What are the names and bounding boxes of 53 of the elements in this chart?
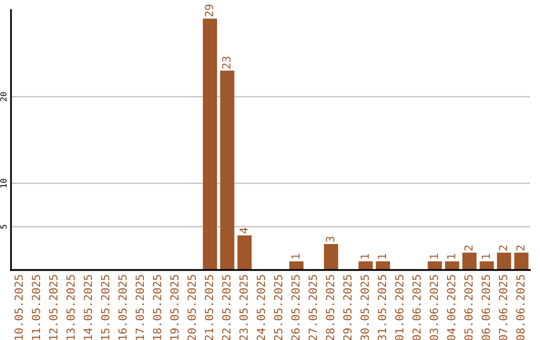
x-tick-label: 16.05.2025: [118, 275, 127, 340]
x-tick-label: 23.05.2025: [239, 275, 248, 340]
x-tick-label: 26.05.2025: [291, 275, 300, 340]
x-tick-label: 04.06.2025: [447, 275, 456, 340]
bar: [514, 252, 528, 270]
x-tick-label: 08.06.2025: [516, 275, 525, 340]
data-label: 1: [482, 254, 490, 259]
x-tick-label: 07.06.2025: [498, 275, 508, 340]
x-tick-label: 25.05.2025: [274, 275, 282, 340]
data-label: 29: [204, 4, 214, 16]
bar: [462, 252, 477, 270]
x-tick-label: 13.05.2025: [66, 275, 75, 340]
x-tick-label: 12.05.2025: [49, 275, 58, 340]
data-label: 1: [447, 254, 456, 259]
x-tick-label: 18.05.2025: [152, 275, 162, 340]
data-label: 23: [222, 56, 231, 68]
bar: [324, 244, 338, 270]
x-tick-label: 14.05.2025: [84, 275, 92, 340]
y-tick-label: 5: [0, 224, 7, 229]
x-tick-label: 20.05.2025: [188, 275, 196, 340]
data-label: 1: [360, 254, 369, 259]
x-tick-label: 11.05.2025: [32, 275, 40, 340]
x-tick-label: 22.05.2025: [222, 275, 231, 340]
x-tick-label: 03.06.2025: [430, 275, 438, 340]
y-tick-label: 10: [0, 178, 7, 188]
bar: [496, 252, 512, 270]
x-tick-label: 31.05.2025: [378, 275, 386, 340]
data-label: 1: [291, 254, 300, 259]
x-tick-label: 01.06.2025: [395, 275, 404, 340]
x-tick-label: 17.05.2025: [136, 275, 144, 340]
bar: [237, 235, 252, 270]
bar: [220, 70, 234, 270]
data-label: 1: [430, 254, 438, 259]
x-tick-label: 24.05.2025: [256, 275, 266, 340]
x-tick-label: 05.06.2025: [464, 275, 473, 340]
data-label: 2: [464, 246, 473, 250]
data-label: 3: [326, 236, 334, 242]
x-tick-label: 21.05.2025: [204, 275, 214, 340]
x-tick-label: 27.05.2025: [308, 275, 318, 340]
bar: [202, 18, 218, 270]
x-tick-label: 15.05.2025: [101, 275, 110, 340]
x-tick-label: 29.05.2025: [343, 275, 352, 340]
y-tick-label: 20: [0, 92, 7, 102]
data-label: 2: [516, 246, 524, 250]
x-tick-label: 10.05.2025: [14, 275, 23, 340]
x-tick-label: 28.05.2025: [326, 275, 334, 340]
x-tick-label: 19.05.2025: [170, 275, 179, 340]
x-tick-label: 02.06.2025: [412, 275, 421, 340]
x-tick-label: 30.05.2025: [360, 275, 369, 340]
data-label: 1: [378, 254, 386, 259]
data-label: 2: [498, 246, 508, 250]
data-label: 4: [240, 228, 248, 234]
x-tick-label: 06.06.2025: [482, 275, 490, 340]
